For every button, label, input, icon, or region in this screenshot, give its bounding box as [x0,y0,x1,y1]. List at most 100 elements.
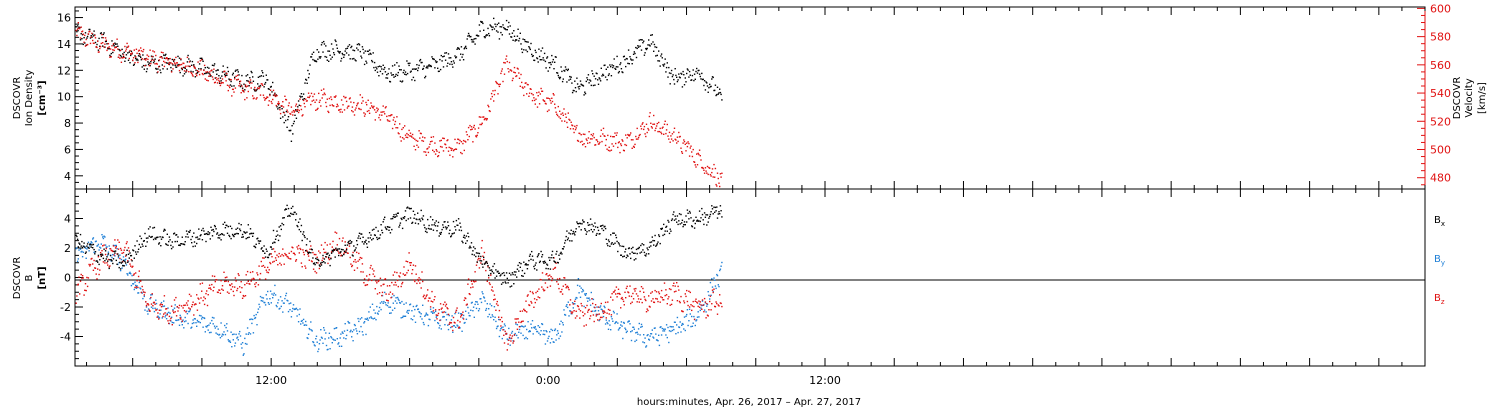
density-point [371,59,373,62]
bx-point [236,227,239,229]
density-point [569,75,571,78]
density-tick-label: 6 [64,143,71,156]
bz-point [587,309,590,311]
by-point [677,331,679,334]
bx-point [719,205,722,207]
velocity-point [242,89,244,92]
density-point [561,70,563,73]
bz-point [645,311,648,313]
velocity-point [317,107,319,110]
bz-point [715,301,717,303]
velocity-point [586,139,588,142]
bz-point [258,265,260,267]
density-point [633,51,635,53]
bx-point [587,224,590,226]
velocity-point [377,108,379,110]
bx-point [158,242,161,244]
density-point [519,32,521,34]
by-point [297,309,299,311]
bx-point [120,262,123,264]
velocity-point [550,102,552,104]
bx-point [311,249,313,251]
density-point [112,44,115,46]
bz-point [655,291,658,293]
bz-point [204,297,206,300]
density-point [691,79,693,81]
bz-point [683,302,686,304]
bz-point [536,290,539,292]
by-point [389,306,392,308]
velocity-point [632,145,635,148]
bx-point [660,228,663,230]
by-point [549,331,551,333]
density-point [145,64,147,67]
velocity-point [334,96,336,98]
bz-point [466,303,468,305]
velocity-point [516,75,518,77]
by-point [583,305,585,308]
by-point [716,274,719,277]
bz-point [496,300,498,303]
velocity-point [711,171,713,174]
density-point [267,88,270,90]
bz-point [451,326,453,328]
bx-point [566,239,569,241]
velocity-point [491,95,493,98]
bz-point [422,296,425,298]
by-point [698,303,701,305]
velocity-point [668,131,671,134]
velocity-point [551,97,553,99]
density-point [635,56,638,59]
bx-point [710,211,712,213]
density-point [544,60,547,63]
bz-point [611,293,613,295]
bz-point [411,269,414,271]
velocity-point [703,172,706,174]
bz-point [472,286,474,288]
velocity-point [124,45,126,48]
bx-point [251,232,253,235]
density-point [419,58,422,61]
bx-point [125,254,128,256]
density-point [548,62,550,64]
bx-point [363,243,365,245]
by-point [264,304,267,306]
velocity-point [247,90,249,93]
bx-point [538,253,540,255]
velocity-point [241,89,244,91]
bz-point [383,283,385,285]
bz-point [97,256,100,258]
bz-point [498,316,500,318]
bx-point [265,248,267,250]
velocity-point [388,115,390,117]
velocity-point [132,59,134,61]
density-point [619,63,621,66]
bx-point [146,241,148,243]
velocity-point [602,127,605,130]
velocity-point [427,151,430,154]
velocity-point [719,185,721,188]
bz-point [316,256,318,258]
bz-point [480,262,482,264]
by-point [136,285,138,287]
velocity-point [179,64,181,66]
density-point [380,66,382,68]
velocity-point [244,98,246,101]
bx-point [571,240,573,242]
bx-point [609,245,611,247]
bz-point [320,263,322,265]
velocity-point [636,127,638,130]
bx-point [194,245,196,247]
bx-point [412,210,415,212]
velocity-point [588,131,590,133]
velocity-point [444,143,447,146]
bx-point [461,240,463,242]
density-point [356,47,358,49]
density-point [579,85,581,88]
by-point [632,326,635,328]
by-point [538,326,541,328]
bx-point [173,232,176,234]
by-point [249,318,251,321]
by-point [551,338,553,340]
velocity-point [127,46,129,48]
